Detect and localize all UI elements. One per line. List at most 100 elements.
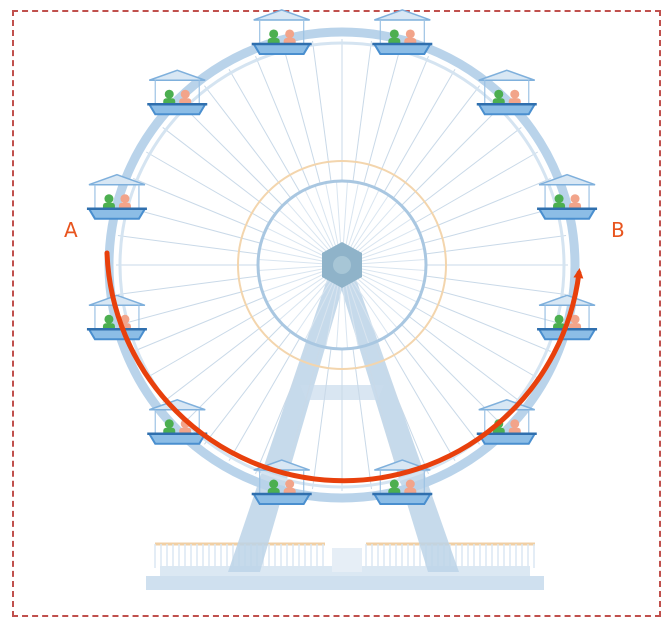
spoke (392, 331, 480, 445)
inner-spoke (355, 265, 426, 271)
spoke (419, 178, 551, 234)
inner-spoke (350, 275, 398, 329)
inner-spoke (262, 269, 329, 293)
cabin (476, 69, 537, 116)
cabin (251, 9, 312, 55)
inner-spoke (294, 276, 335, 336)
wheel-inner-rim (118, 41, 566, 489)
spoke (352, 348, 372, 490)
inner-spoke (349, 194, 390, 254)
cabin (147, 69, 208, 116)
spoke (117, 235, 259, 255)
spoke (414, 306, 538, 379)
inner-spoke (354, 270, 418, 303)
cabins (86, 9, 598, 506)
inner-spoke (271, 272, 331, 313)
cabin (537, 173, 598, 220)
cabin (86, 173, 147, 220)
inner-spoke (352, 273, 406, 321)
inner-spoke (346, 185, 370, 252)
spoke (423, 286, 561, 324)
cabin (372, 459, 433, 506)
inner-spoke (336, 181, 342, 252)
inner-spoke (355, 259, 426, 265)
spoke (162, 127, 276, 215)
dashed-frame (12, 10, 661, 617)
inner-spoke (325, 182, 340, 252)
cabin (476, 398, 537, 445)
inner-spoke (286, 201, 334, 255)
spoke (255, 342, 311, 474)
inner-spoke (258, 259, 329, 265)
inner-spoke (342, 181, 348, 252)
inner-spoke (350, 201, 398, 255)
spoke (123, 206, 261, 244)
spoke (228, 69, 301, 193)
inner-spoke (278, 209, 332, 257)
inner-spoke (354, 227, 418, 260)
spoke (146, 306, 270, 379)
wheel-middle-ring (237, 160, 447, 370)
rotation-arc (104, 250, 584, 484)
spoke (392, 85, 480, 199)
inner-spoke (346, 278, 370, 345)
point-b-label: B (611, 218, 625, 242)
inner-spoke (278, 273, 332, 321)
inner-spoke (325, 278, 340, 348)
base-platform (146, 548, 544, 590)
inner-spoke (266, 227, 330, 260)
inner-spoke (259, 267, 329, 282)
spoke (352, 40, 372, 182)
spoke (383, 337, 456, 461)
spoke (146, 151, 270, 224)
cabin (537, 294, 598, 341)
spoke (373, 56, 429, 188)
inner-spoke (344, 278, 359, 348)
spoke (283, 346, 321, 484)
spoke (123, 286, 261, 324)
inner-spoke (355, 237, 422, 261)
inner-spoke (286, 275, 334, 329)
inner-spoke (342, 278, 348, 349)
spoke (312, 40, 332, 182)
inner-spoke (336, 278, 342, 349)
inner-spoke (266, 270, 330, 303)
spoke (283, 46, 321, 184)
point-a-label: A (64, 218, 78, 242)
spoke (383, 69, 456, 193)
inner-spoke (314, 185, 338, 252)
inner-spoke (353, 272, 413, 313)
inner-spoke (304, 189, 337, 253)
inner-spoke (349, 276, 390, 336)
spoke (181, 104, 283, 206)
inner-spoke (355, 267, 425, 282)
spoke (363, 46, 401, 184)
cabin (86, 294, 147, 341)
inner-spoke (259, 248, 329, 263)
spoke (425, 275, 567, 295)
inner-spoke (352, 209, 406, 257)
spoke (162, 315, 276, 403)
inner-spoke (262, 237, 329, 261)
spoke (401, 104, 503, 206)
inner-spoke (271, 217, 331, 258)
wheel-spokes (116, 39, 568, 491)
cabin (372, 9, 433, 55)
inner-spoke (355, 269, 422, 293)
inner-spoke (294, 194, 335, 254)
spoke (419, 296, 551, 352)
spoke (425, 235, 567, 255)
inner-spoke (353, 217, 413, 258)
inner-spoke (347, 277, 380, 341)
inner-spoke (344, 182, 359, 252)
spoke (204, 331, 292, 445)
spoke (312, 348, 332, 490)
spoke (133, 296, 265, 352)
spoke (408, 127, 522, 215)
spoke (423, 206, 561, 244)
spoke (228, 337, 301, 461)
support-frame (228, 262, 459, 572)
spoke (133, 178, 265, 234)
spoke (414, 151, 538, 224)
